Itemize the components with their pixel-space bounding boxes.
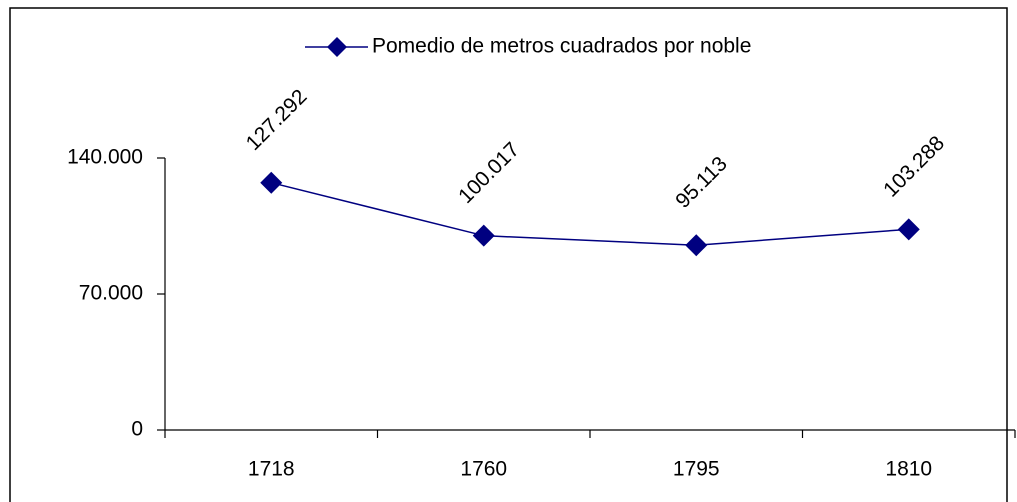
data-point bbox=[260, 171, 283, 194]
x-tick-label: 1760 bbox=[460, 458, 507, 481]
data-point bbox=[685, 234, 708, 257]
legend-label: Pomedio de metros cuadrados por noble bbox=[372, 35, 751, 58]
legend-marker bbox=[327, 37, 347, 57]
x-tick-label: 1718 bbox=[248, 458, 295, 481]
y-tick-label: 140.000 bbox=[67, 146, 143, 169]
y-tick-label: 70.000 bbox=[79, 282, 143, 305]
y-tick-label: 0 bbox=[131, 418, 143, 441]
data-point bbox=[472, 224, 495, 247]
data-point bbox=[897, 218, 920, 241]
series-line bbox=[271, 181, 909, 246]
chart-border bbox=[9, 7, 1008, 502]
x-tick-label: 1810 bbox=[885, 458, 932, 481]
x-tick-label: 1795 bbox=[673, 458, 720, 481]
